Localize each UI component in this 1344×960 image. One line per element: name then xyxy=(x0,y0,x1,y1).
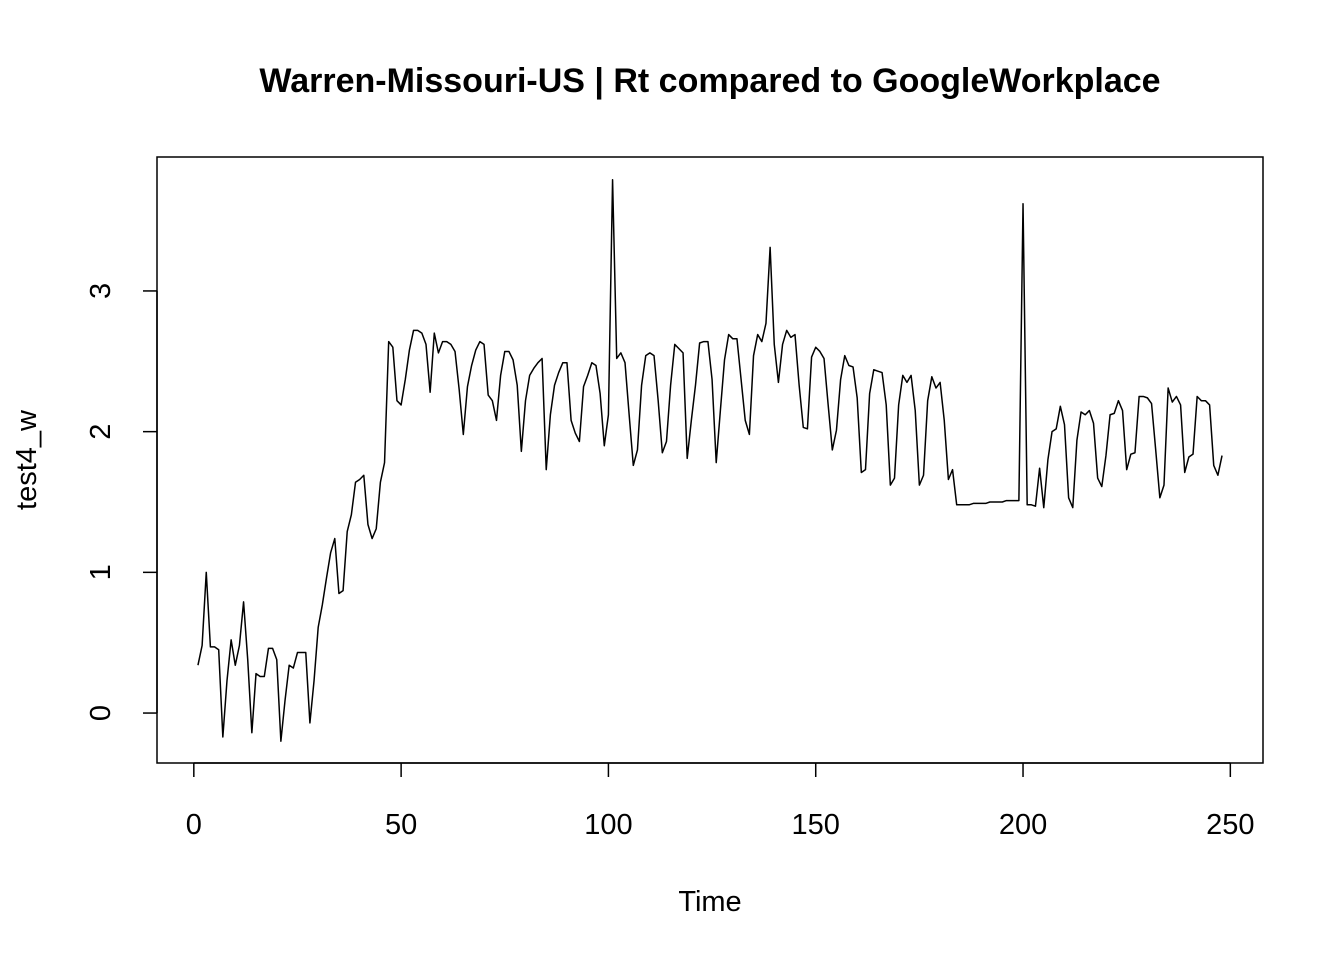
y-axis-label: test4_w xyxy=(11,409,43,510)
x-tick-label: 200 xyxy=(999,809,1047,841)
y-tick-label: 1 xyxy=(85,564,117,580)
y-tick-label: 0 xyxy=(85,705,117,721)
x-tick-label: 100 xyxy=(584,809,632,841)
y-tick-label: 2 xyxy=(85,424,117,440)
x-tick-label: 250 xyxy=(1206,809,1254,841)
x-tick-label: 150 xyxy=(792,809,840,841)
chart-title: Warren-Missouri-US | Rt compared to Goog… xyxy=(259,62,1160,100)
data-line xyxy=(197,179,1223,742)
x-tick-label: 0 xyxy=(186,809,202,841)
x-axis-label: Time xyxy=(678,886,741,918)
y-tick-label: 3 xyxy=(85,283,117,299)
x-tick-label: 50 xyxy=(385,809,417,841)
